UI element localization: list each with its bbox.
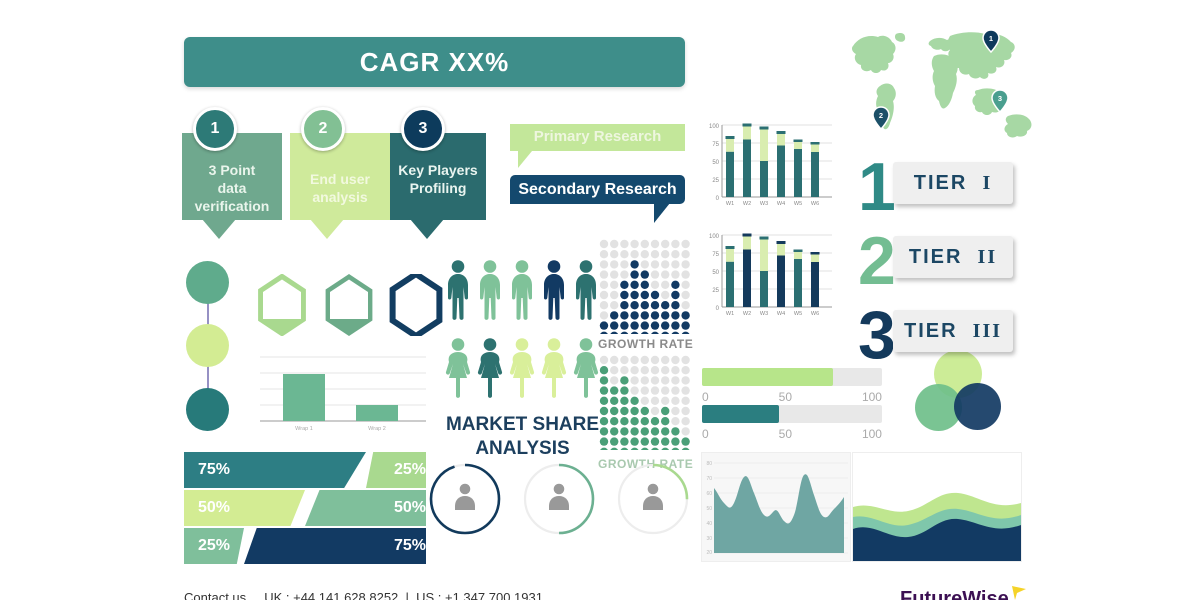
svg-text:W2: W2 — [743, 201, 751, 207]
svg-text:20: 20 — [706, 550, 712, 556]
svg-text:100: 100 — [709, 234, 720, 240]
svg-text:W6: W6 — [811, 201, 819, 207]
svg-text:40: 40 — [706, 521, 712, 527]
svg-text:30: 30 — [706, 536, 712, 542]
svg-text:1: 1 — [989, 34, 993, 43]
svg-text:W4: W4 — [777, 311, 785, 317]
svg-text:50: 50 — [712, 160, 719, 166]
svg-text:0: 0 — [716, 306, 720, 312]
svg-text:25: 25 — [712, 288, 719, 294]
svg-text:W1: W1 — [726, 311, 734, 317]
svg-text:Wrap 2: Wrap 2 — [368, 426, 386, 432]
svg-text:3: 3 — [998, 94, 1002, 103]
svg-text:50: 50 — [712, 270, 719, 276]
svg-text:W3: W3 — [760, 311, 768, 317]
svg-text:0: 0 — [716, 196, 720, 202]
svg-text:W4: W4 — [777, 201, 785, 207]
svg-text:75: 75 — [712, 142, 719, 148]
svg-text:50: 50 — [706, 506, 712, 512]
svg-text:2: 2 — [879, 111, 883, 120]
svg-text:W5: W5 — [794, 311, 802, 317]
svg-text:W5: W5 — [794, 201, 802, 207]
svg-text:25: 25 — [712, 178, 719, 184]
svg-text:60: 60 — [706, 491, 712, 497]
svg-text:W3: W3 — [760, 201, 768, 207]
svg-text:80: 80 — [706, 461, 712, 467]
svg-text:W1: W1 — [726, 201, 734, 207]
svg-text:75: 75 — [712, 252, 719, 258]
svg-text:Wrap 1: Wrap 1 — [295, 426, 313, 432]
svg-text:W6: W6 — [811, 311, 819, 317]
svg-text:100: 100 — [709, 124, 720, 130]
svg-text:70: 70 — [706, 476, 712, 482]
svg-text:W2: W2 — [743, 311, 751, 317]
